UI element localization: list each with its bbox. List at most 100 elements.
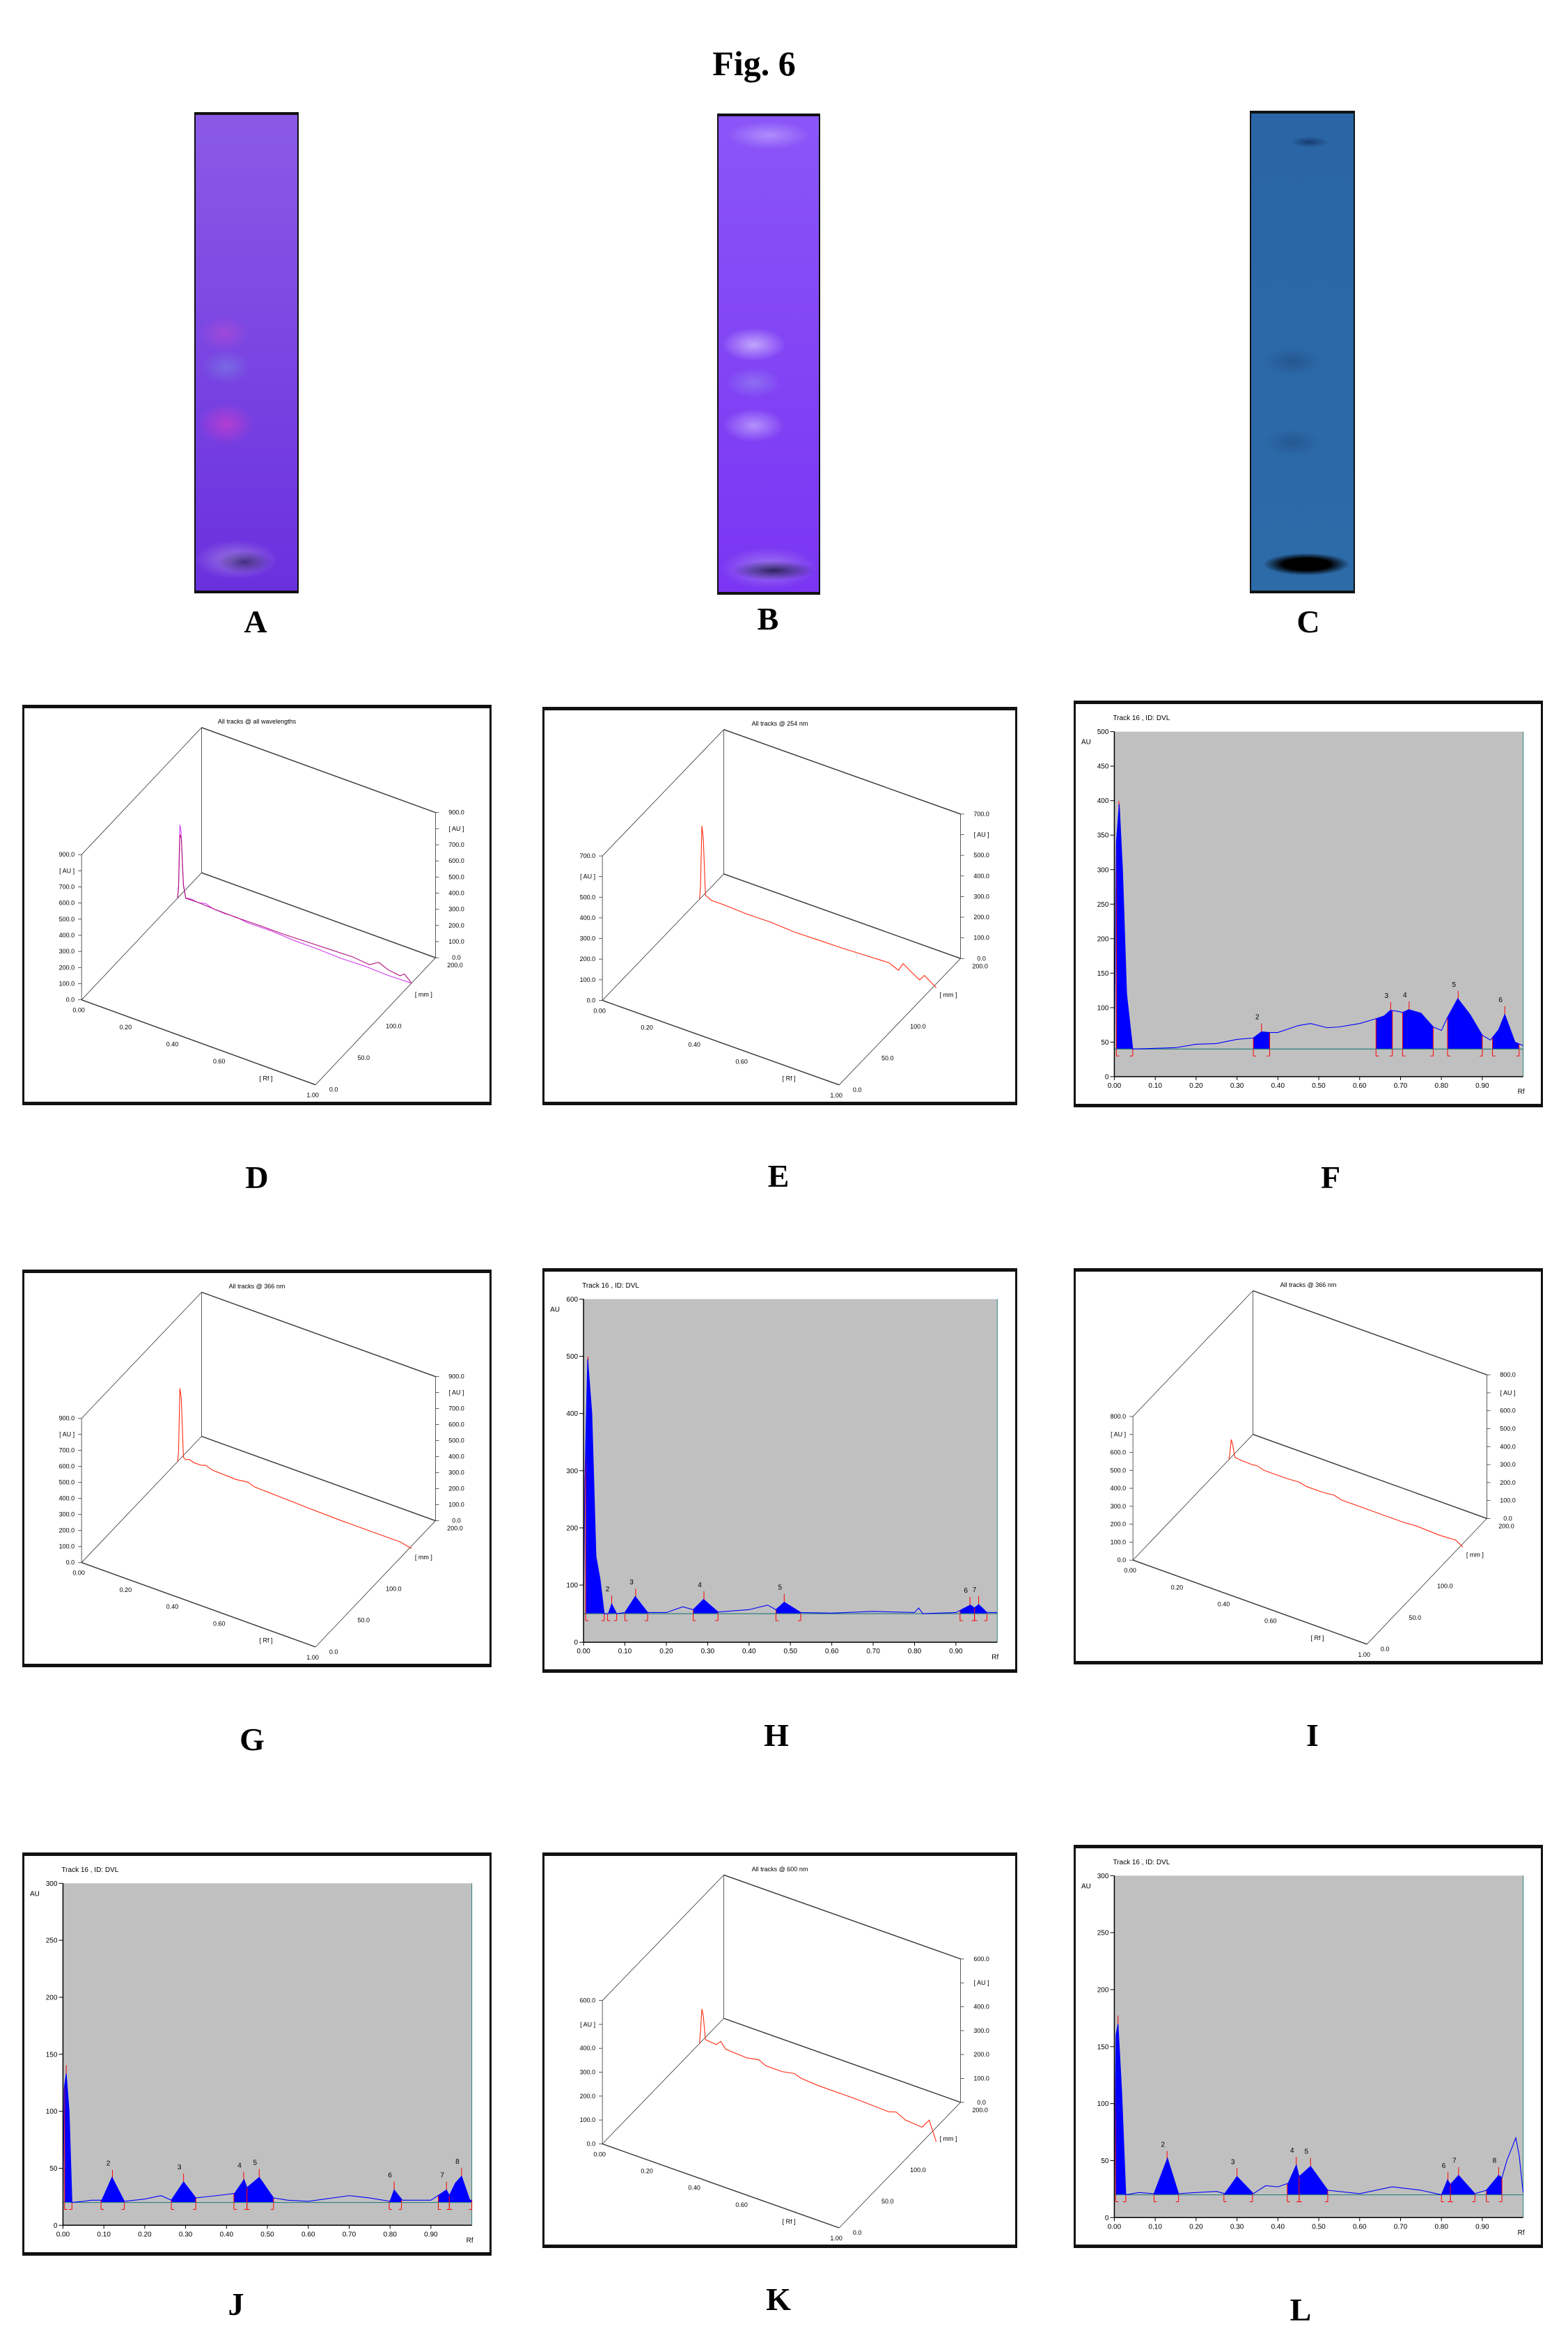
mm-tick-label: 200.0 (1498, 1522, 1514, 1529)
right-au-tick-label: 300.0 (973, 893, 989, 900)
rf-tick-label: [ Rf ] (259, 1075, 272, 1082)
mm-tick-label: 50.0 (881, 1054, 894, 1061)
densitogram-3d-chart: All tracks @ 600 nm 600.0 600.0 [ AU ] [ AU … (580, 1866, 989, 2242)
right-au-tick-label: [ AU ] (449, 825, 464, 832)
peak-label: 2 (1161, 2141, 1165, 2149)
peak-label: 3 (629, 1579, 634, 1586)
left-au-tick-label: 0.0 (587, 2140, 596, 2147)
left-au-tick-label: 600.0 (59, 1463, 75, 1470)
y-tick-label: 450 (1097, 763, 1109, 771)
mm-tick-label: 200.0 (972, 962, 988, 969)
rf-tick-label: 1.00 (830, 1092, 842, 1099)
x-tick-label: 0.60 (1353, 2223, 1367, 2231)
back-top-edge (1253, 1290, 1487, 1375)
panel-label-k: K (766, 2281, 791, 2317)
tlc-plate-b (717, 114, 820, 595)
left-au-tick-label: 200.0 (59, 1527, 75, 1534)
right-au-tick-label: 500.0 (1500, 1425, 1516, 1432)
rf-tick-label: 0.60 (1264, 1618, 1277, 1625)
rf-tick-label: 0.20 (641, 1024, 653, 1031)
rf-axis (81, 1562, 316, 1648)
chart-panel-l: Track 16 , ID: DVL AU Rf 0 50 100 150 200 250 300… (1074, 1845, 1543, 2248)
x-tick-label: 0.00 (1108, 1082, 1122, 1090)
left-au-tick-label: 0.0 (1118, 1556, 1127, 1563)
left-au-tick-label: 500.0 (59, 916, 75, 923)
chart-title: Track 16 , ID: DVL (582, 1282, 639, 1290)
peak-area (1287, 2165, 1299, 2195)
mm-tick-label: 0.0 (329, 1086, 338, 1093)
peak-area (974, 1604, 987, 1614)
peak-label: 2 (107, 2160, 111, 2168)
left-au-tick-label: [ AU ] (59, 867, 75, 874)
mm-tick-label: [ mm ] (939, 992, 957, 999)
peak-label: 6 (388, 2172, 392, 2180)
right-au-tick-label: [ AU ] (449, 1389, 464, 1396)
chart-title: All tracks @ 366 nm (229, 1283, 285, 1290)
chart-title: Track 16 , ID: DVL (61, 1866, 118, 1874)
tlc-plate-c (1250, 111, 1355, 593)
mm-tick-label: 200.0 (447, 1525, 463, 1532)
left-top-edge (602, 729, 724, 857)
panel-label-j: J (228, 2286, 244, 2322)
peak-label: 5 (778, 1584, 783, 1592)
x-tick-label: 0.80 (1434, 1082, 1448, 1090)
right-au-tick-label: 300.0 (1500, 1461, 1516, 1468)
y-tick-label: 50 (1101, 2158, 1109, 2165)
right-au-tick-label: 700.0 (973, 811, 989, 818)
y-tick-label: 200 (1097, 935, 1109, 943)
peak-area (1154, 2159, 1179, 2195)
x-tick-label: 0.00 (1108, 2223, 1122, 2231)
left-au-tick-label: 100.0 (59, 981, 75, 988)
chart-panel-f: Track 16 , ID: DVL AU Rf 0 50 100 150 200 250 300… (1074, 701, 1543, 1107)
back-top-edge (723, 728, 961, 815)
x-tick-label: 0.90 (949, 1648, 963, 1655)
x-tick-label: 0.60 (1353, 1082, 1367, 1090)
x-tick-label: 0.50 (260, 2231, 274, 2238)
peak-area (776, 1602, 801, 1614)
peak-label: 8 (455, 2158, 460, 2166)
right-au-tick-label: 400.0 (448, 890, 464, 897)
y-tick-label: 300 (566, 1467, 578, 1475)
x-tick-label: 0.20 (1189, 2223, 1203, 2231)
peak-label: 6 (964, 1587, 968, 1595)
chart-panel-g: All tracks @ 366 nm 900.0 900.0 [ AU ] [ AU … (22, 1270, 492, 1667)
y-tick-label: 300 (46, 1880, 58, 1888)
y-tick-label: 600 (566, 1296, 578, 1304)
peak-area (1223, 2176, 1253, 2195)
peak-area (246, 2177, 274, 2203)
y-axis-label: AU (550, 1306, 560, 1313)
rf-tick-label: 1.00 (1358, 1651, 1370, 1658)
x-tick-label: 0.00 (56, 2231, 70, 2238)
floor-diagonal-edge (81, 1436, 202, 1563)
rf-tick-label: 0.00 (72, 1007, 85, 1014)
peak-area (449, 2176, 472, 2203)
y-tick-label: 500 (1097, 728, 1109, 736)
rf-tick-label: 0.20 (120, 1024, 132, 1031)
chart-title: All tracks @ all wavelengths (218, 718, 297, 725)
peak-area (1447, 999, 1482, 1050)
right-au-tick-label: 100.0 (973, 2075, 989, 2082)
chart-title: All tracks @ 600 nm (752, 1866, 808, 1873)
right-au-tick-label: 0.0 (452, 954, 461, 961)
rf-axis (1132, 1559, 1367, 1645)
x-tick-label: 0.60 (301, 2231, 315, 2238)
y-tick-label: 400 (1097, 797, 1109, 805)
rf-tick-label: 0.40 (688, 2185, 700, 2192)
densitogram-chart: Track 16 , ID: DVL AU Rf 0 50 100 150 200 250 300… (30, 1866, 473, 2245)
y-tick-label: 400 (566, 1410, 578, 1418)
left-au-tick-label: 500.0 (580, 894, 596, 900)
densitogram-trace (62, 2073, 472, 2203)
peak-label: 6 (1442, 2162, 1446, 2170)
panel-label-h: H (764, 1717, 789, 1753)
left-au-tick-label: [ AU ] (1111, 1431, 1126, 1438)
right-au-tick-label: 400.0 (1500, 1443, 1516, 1450)
plate-label-c: C (1296, 604, 1320, 639)
rf-tick-label: 0.00 (593, 1007, 606, 1014)
x-tick-label: 0.00 (577, 1648, 590, 1655)
left-au-tick-label: 300.0 (59, 948, 75, 955)
panel-label-g: G (240, 1722, 265, 1757)
floor-diagonal-edge (602, 2018, 724, 2144)
rf-tick-label: 0.60 (213, 1620, 226, 1627)
x-tick-label: 0.90 (424, 2231, 438, 2238)
left-au-tick-label: 300.0 (580, 2069, 596, 2076)
